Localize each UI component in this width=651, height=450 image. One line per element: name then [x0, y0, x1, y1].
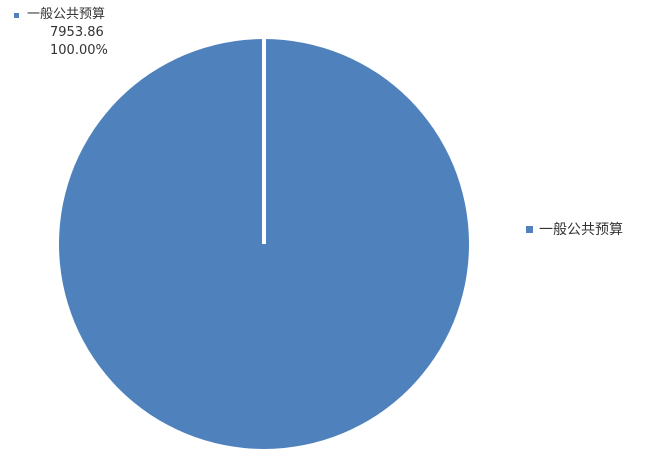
data-label-category: 一般公共预算: [27, 7, 106, 22]
data-label-percent: 100.00%: [50, 43, 108, 58]
data-label-marker: [14, 12, 19, 18]
data-label-category-row: 一般公共预算: [14, 6, 108, 24]
data-label: 一般公共预算 7953.86 100.00%: [14, 6, 108, 60]
pie-slices: [59, 39, 469, 449]
legend-swatch: [526, 225, 533, 233]
data-label-value: 7953.86: [50, 25, 104, 40]
legend-entry-label: 一般公共预算: [539, 222, 623, 238]
legend: 一般公共预算: [526, 219, 623, 239]
